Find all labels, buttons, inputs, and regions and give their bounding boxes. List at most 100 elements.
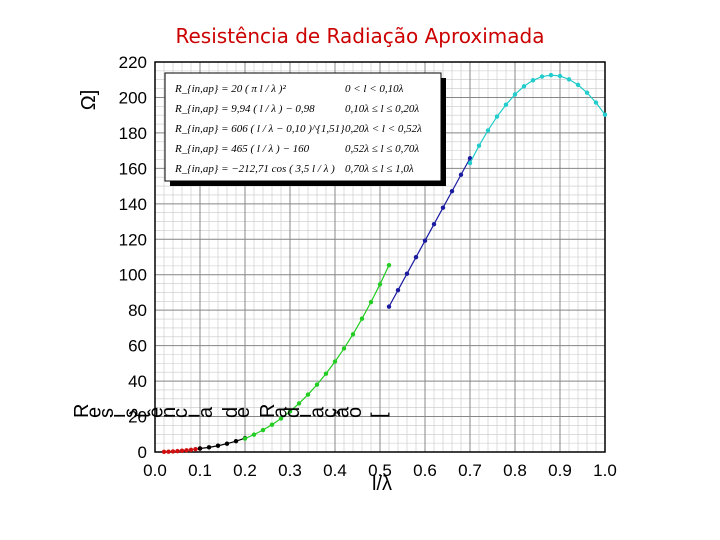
x-tick-label: 0.3 (278, 461, 302, 480)
data-point (404, 271, 410, 276)
x-tick-label: 0.7 (458, 461, 482, 480)
data-point (602, 112, 608, 117)
equation-formula: R_{in,ap} = 465 ( l / λ ) − 160 (174, 143, 310, 155)
y-tick-label: 100 (119, 266, 147, 285)
data-point (395, 287, 401, 293)
data-point (386, 304, 392, 309)
series-line (388, 157, 471, 307)
data-point (341, 346, 347, 351)
plot-frame (154, 61, 606, 453)
series-3 (386, 156, 473, 309)
x-tick-label: 0.0 (143, 461, 167, 480)
y-axis-label-letter: a (269, 406, 291, 418)
data-point (413, 254, 419, 260)
y-tick-label: 20 (128, 408, 147, 427)
y-axis-unit-label: Ω] (78, 90, 100, 111)
x-tick-label: 0.1 (188, 461, 212, 480)
y-axis-label-letter: i (294, 414, 316, 418)
y-axis-label-letter: R (257, 404, 279, 418)
data-point (566, 77, 572, 82)
y-axis-label-letter: ã (331, 406, 353, 418)
data-point (269, 422, 275, 427)
data-point (386, 262, 392, 268)
data-point (575, 82, 581, 88)
x-tick-label: 0.6 (413, 461, 437, 480)
data-point (494, 114, 500, 119)
y-tick-label: 60 (128, 337, 147, 356)
equation-range: 0,52λ ≤ l ≤ 0,70λ (345, 143, 419, 155)
x-tick-labels: 0.0 0.1 0.2 0.3 0.4 0.5 0.6 0.7 0.8 0.9 1.0 (143, 461, 617, 480)
y-axis-label-letter: i (183, 414, 205, 418)
data-point (332, 359, 338, 364)
y-tick-label: 120 (119, 230, 147, 249)
equation-box-panel (164, 72, 442, 182)
y-tick-label: 200 (119, 88, 147, 107)
equation-box: R_{in,ap} = 20 ( π l / λ )² 0 < l < 0,10λ… (164, 72, 446, 186)
x-tick-label: 0.8 (503, 461, 527, 480)
series-2 (242, 262, 392, 441)
data-point (467, 156, 473, 161)
y-tick-label: 80 (128, 301, 147, 320)
data-point (184, 448, 189, 453)
y-axis-label-letter: c (170, 408, 192, 418)
data-point (314, 382, 320, 387)
data-point (193, 446, 198, 452)
y-axis-label-letter: R (71, 404, 93, 418)
data-point (476, 143, 482, 148)
data-point (197, 446, 203, 451)
y-axis-label-letter: n (158, 407, 180, 418)
data-point (161, 449, 167, 455)
equation-range: 0,10λ ≤ l ≤ 0,20λ (345, 103, 419, 115)
y-tick-label: 0 (138, 443, 147, 462)
y-axis-label-letters: Resistência de Radiação [ (71, 404, 391, 418)
data-point (512, 92, 518, 97)
data-point (170, 449, 176, 454)
series-0 (161, 446, 203, 455)
data-point (530, 78, 536, 83)
x-tick-label: 0.9 (548, 461, 572, 480)
equation-formula: R_{in,ap} = 9,94 ( l / λ ) − 0,98 (174, 103, 315, 115)
y-tick-label: 180 (119, 124, 147, 143)
series-line (469, 74, 606, 164)
data-point (377, 282, 383, 287)
data-point (233, 438, 239, 444)
x-tick-label: 0.4 (323, 461, 347, 480)
y-axis-label-letter: d (220, 407, 242, 418)
y-axis-label-letter: d (282, 407, 304, 418)
equation-range: 0,20λ < l < 0,52λ (345, 123, 422, 135)
data-point (188, 447, 194, 452)
data-point (467, 160, 473, 166)
data-point (557, 73, 563, 79)
data-point (278, 416, 284, 421)
data-point (224, 441, 230, 446)
data-point (350, 332, 356, 337)
y-axis-label-letter: a (195, 406, 217, 418)
equation-formula: R_{in,ap} = −212,71 cos ( 3,5 l / λ ) (174, 163, 335, 175)
x-tick-label: 1.0 (593, 461, 617, 480)
y-axis-label-letter: i (108, 414, 130, 418)
data-point (287, 409, 293, 414)
series-4 (467, 72, 608, 166)
data-point (242, 436, 248, 441)
equation-rows: R_{in,ap} = 20 ( π l / λ )² 0 < l < 0,10λ… (174, 83, 422, 175)
x-axis-label: l/λ (372, 473, 392, 495)
data-point (458, 172, 464, 177)
y-axis-label-letter: e (83, 407, 105, 418)
data-point (503, 102, 509, 107)
equation-formula: R_{in,ap} = 20 ( π l / λ )² (174, 83, 286, 95)
data-point (305, 392, 311, 397)
y-axis-label-letter: ê (145, 407, 167, 418)
y-axis-label-letter: s (96, 408, 118, 418)
data-point (485, 128, 491, 133)
data-point (449, 189, 455, 194)
data-point (179, 448, 185, 453)
y-tick-label: 40 (128, 372, 147, 391)
y-axis-label-letter: o (344, 407, 366, 418)
data-point (548, 72, 554, 78)
x-tick-label: 0.2 (233, 461, 257, 480)
y-axis-label-letter: s (121, 408, 143, 418)
page-title: Resistência de Radiação Aproximada (175, 24, 545, 48)
y-axis-label-letter: e (232, 407, 254, 418)
y-axis-label-letter: [ (369, 412, 391, 418)
